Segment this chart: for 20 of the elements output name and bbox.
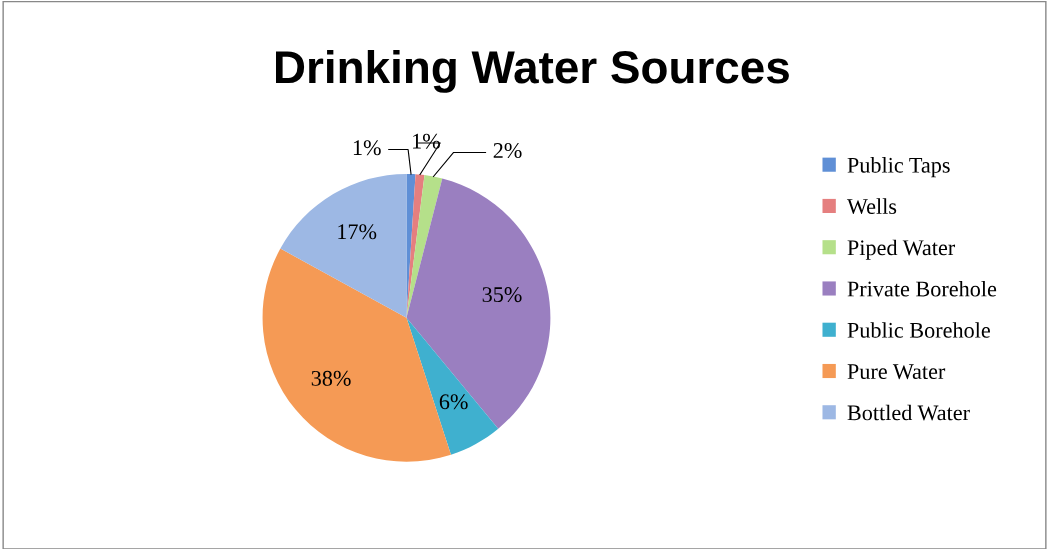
data-label: 1% <box>413 133 440 149</box>
pie-slice <box>406 317 499 455</box>
chart-title: Drinking Water Sources <box>276 49 789 93</box>
pie-slice <box>406 173 416 318</box>
legend-label: Private Borehole <box>847 280 997 297</box>
data-label: 38% <box>311 370 351 386</box>
pie-slice <box>280 173 407 318</box>
data-label: 6% <box>439 394 468 410</box>
data-label: 35% <box>482 287 522 303</box>
legend-label: Bottled Water <box>847 404 970 421</box>
data-label: 17% <box>338 224 377 240</box>
legend-label: Wells <box>846 198 897 215</box>
legend-label: Piped Water <box>847 239 956 260</box>
pie-slice <box>406 174 425 318</box>
legend-label: Pure Water <box>847 364 946 380</box>
legend-label: Public Taps <box>847 157 950 178</box>
data-label: 2% <box>493 143 522 159</box>
pie-slice <box>406 178 551 429</box>
data-label: 1% <box>353 140 381 156</box>
legend-label: Public Borehole <box>847 322 990 338</box>
